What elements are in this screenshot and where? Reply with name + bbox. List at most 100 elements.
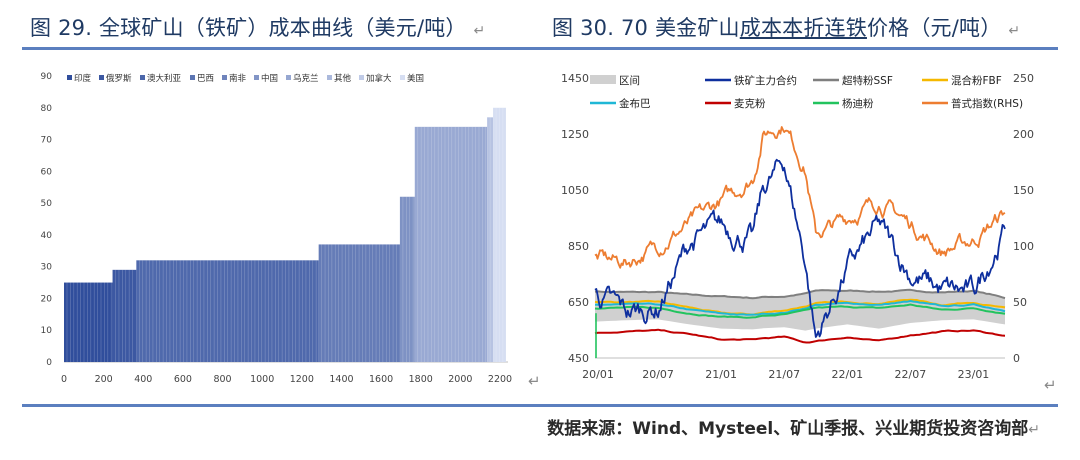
- c1-x-tick: 400: [134, 374, 152, 385]
- c2-legend-label: 铁矿主力合约: [734, 74, 797, 87]
- c2-x-tick: 21/07: [768, 368, 800, 381]
- paragraph-mark: ↵: [528, 372, 541, 390]
- c1-bar-segment: [64, 282, 113, 362]
- c1-bar-segment: [112, 269, 137, 362]
- c2-y-left-tick: 1050: [561, 184, 589, 197]
- c2-axes: 450 650 850 1050 1250 1450 0 50 100 150 200 250 20/0…: [561, 72, 1034, 381]
- c1-legend-label: 俄罗斯: [106, 73, 132, 84]
- c2-y-left-tick: 1450: [561, 72, 589, 85]
- c2-x-tick: 20/07: [642, 368, 674, 381]
- c1-x-tick: 800: [213, 374, 231, 385]
- c2-legend-swatch: [590, 75, 616, 84]
- price-line-chart: 450 650 850 1050 1250 1450 0 50 100 150 200 250 20/0…: [561, 72, 1034, 381]
- fig30-title-post: 价格（元/吨）: [866, 16, 1002, 40]
- c1-legend-swatch: [222, 75, 227, 80]
- c2-y-left-tick: 850: [568, 240, 589, 253]
- bottom-rule: [22, 404, 1058, 407]
- c2-y-right-tick: 100: [1013, 240, 1034, 253]
- c2-legend-label: 金布巴: [619, 97, 651, 110]
- c1-y-tick: 50: [41, 199, 53, 209]
- c1-y-tick: 40: [41, 231, 53, 241]
- c1-legend-swatch: [400, 75, 405, 80]
- top-rule: [22, 47, 1058, 50]
- paragraph-mark: ↵: [1008, 23, 1021, 39]
- c1-x-tick: 2000: [448, 374, 472, 385]
- c1-y-tick: 20: [41, 294, 53, 304]
- c2-legend: 区间 铁矿主力合约 超特粉SSF 混合粉FBF 金布巴 麦克粉 杨迪粉 普式指数(RHS): [590, 74, 1023, 110]
- c2-y-left-tick: 450: [568, 352, 589, 365]
- c1-x-tick: 1800: [409, 374, 433, 385]
- c1-x-tick: 200: [95, 374, 113, 385]
- c1-y-tick: 30: [41, 263, 53, 273]
- c2-series-line: [594, 300, 1006, 316]
- c1-bar-segment: [493, 107, 506, 363]
- c2-legend-label: 普式指数(RHS): [951, 97, 1023, 110]
- c1-legend-label: 南非: [229, 73, 247, 84]
- c2-x-tick: 21/01: [705, 368, 737, 381]
- c1-x-tick: 1000: [250, 374, 274, 385]
- c1-legend-label: 巴西: [197, 74, 214, 84]
- c2-lines: [594, 126, 1006, 358]
- c1-legend-label: 其他: [334, 73, 352, 84]
- paragraph-mark: ↵: [1044, 376, 1057, 394]
- c1-legend-label: 印度: [74, 73, 92, 84]
- c1-bar-segment: [318, 244, 400, 362]
- cost-curve-chart: 0 10 20 30 40 50 60 70 80 90 0 200 400 600 800 1000 1200…: [41, 72, 513, 385]
- c2-series-line: [594, 126, 1006, 269]
- c2-legend-label: 混合粉FBF: [951, 74, 1002, 87]
- c1-legend-swatch: [190, 75, 195, 80]
- c1-x-tick: 1600: [369, 374, 393, 385]
- c2-legend-label: 麦克粉: [734, 97, 766, 110]
- c2-series-line: [594, 158, 1006, 338]
- fig30-title: 图 30. 70 美金矿山成本本折连铁价格（元/吨） ↵: [552, 12, 1020, 42]
- c1-bars: [64, 107, 506, 363]
- c1-bar-segment: [487, 117, 494, 362]
- c2-legend-label: 超特粉SSF: [842, 74, 893, 87]
- c2-x-tick: 20/01: [582, 368, 614, 381]
- c2-y-left-tick: 650: [568, 296, 589, 309]
- c2-series-line: [594, 303, 1006, 319]
- c1-bar-segment: [399, 196, 415, 362]
- c2-y-left-tick: 1250: [561, 128, 589, 141]
- c2-legend-label: 区间: [619, 74, 640, 87]
- c1-legend-label: 中国: [261, 73, 278, 84]
- c1-y-tick: 10: [41, 326, 53, 336]
- c1-x-tick: 1200: [290, 374, 314, 385]
- c1-axes: 0 10 20 30 40 50 60 70 80 90 0 200 400 600 800 1000 1200…: [41, 72, 513, 385]
- c1-legend-swatch: [359, 75, 364, 80]
- fig30-title-underlined: 成本本折连铁: [739, 16, 867, 40]
- c1-y-tick: 0: [46, 358, 52, 368]
- paragraph-mark: ↵: [1028, 422, 1040, 438]
- c2-x-tick: 22/07: [895, 368, 927, 381]
- c1-legend-label: 澳大利亚: [147, 73, 182, 84]
- source-note: 数据来源：Wind、Mysteel、矿山季报、兴业期货投资咨询部↵: [547, 414, 1040, 439]
- c1-legend-swatch: [67, 75, 72, 80]
- c2-y-right-tick: 0: [1013, 352, 1020, 365]
- c2-y-right-tick: 200: [1013, 128, 1034, 141]
- paragraph-mark: ↵: [473, 23, 486, 39]
- source-text: 数据来源：Wind、Mysteel、矿山季报、兴业期货投资咨询部: [547, 419, 1029, 439]
- c2-series-line: [594, 288, 1006, 300]
- c1-legend-swatch: [286, 75, 291, 80]
- c1-legend-swatch: [140, 75, 145, 80]
- c1-x-tick: 1400: [329, 374, 353, 385]
- c1-legend-label: 乌克兰: [293, 73, 319, 84]
- c1-bar-segment: [414, 126, 488, 362]
- c2-y-right-tick: 50: [1013, 296, 1027, 309]
- c1-legend-label: 加拿大: [366, 73, 392, 84]
- c1-x-tick: 0: [61, 374, 67, 385]
- c1-legend: 印度 俄罗斯 澳大利亚 巴西 南非 中国 乌克兰 其他 加拿大 美国: [67, 73, 424, 84]
- c1-y-tick: 90: [41, 72, 53, 82]
- c1-x-tick: 600: [174, 374, 192, 385]
- c1-y-tick: 60: [41, 167, 53, 177]
- fig30-title-pre: 图 30. 70 美金矿山: [552, 16, 740, 40]
- fig29-title: 图 29. 全球矿山（铁矿）成本曲线（美元/吨） ↵: [30, 12, 485, 42]
- c2-x-tick: 23/01: [958, 368, 990, 381]
- c1-y-tick: 80: [41, 104, 53, 114]
- c1-legend-swatch: [99, 75, 104, 80]
- c2-legend-label: 杨迪粉: [842, 97, 874, 110]
- c2-y-right-tick: 150: [1013, 184, 1034, 197]
- c1-legend-label: 美国: [407, 73, 424, 84]
- c1-x-tick: 2200: [488, 374, 512, 385]
- c2-series-line: [594, 328, 1006, 344]
